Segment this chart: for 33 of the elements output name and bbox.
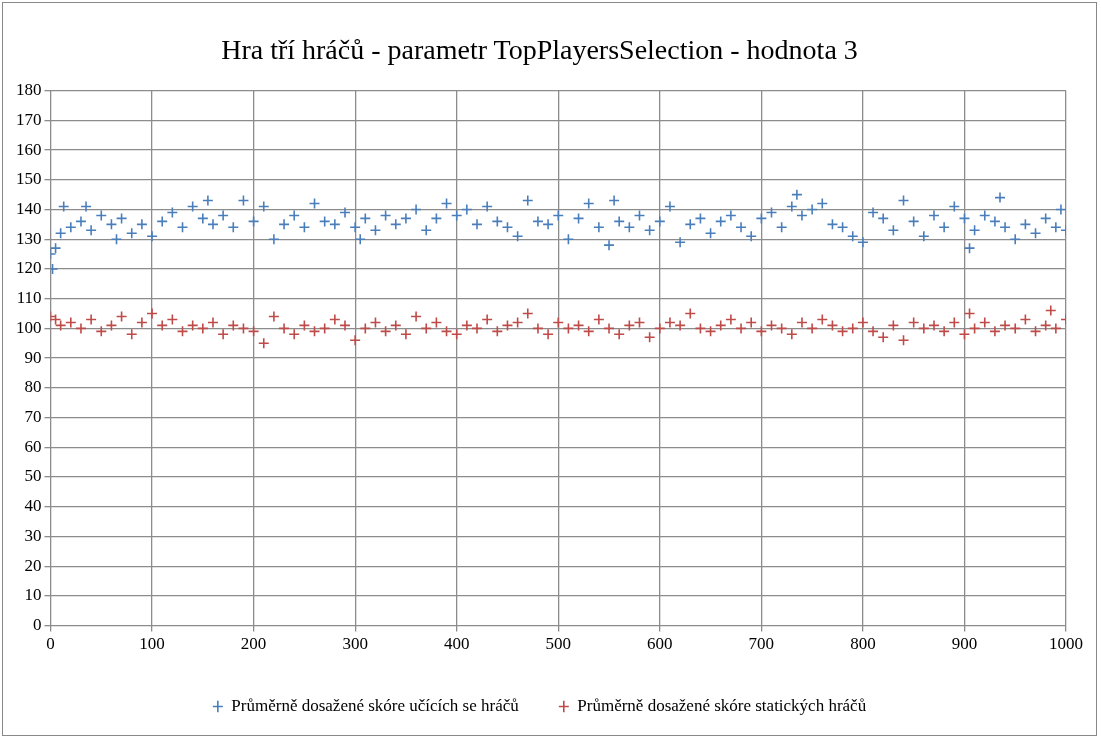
y-tick-label: 150 <box>16 169 42 189</box>
y-tick-label: 30 <box>24 525 42 545</box>
y-tick-label: 110 <box>16 288 42 308</box>
y-tick-label: 50 <box>24 466 42 486</box>
y-tick-label: 60 <box>24 436 42 456</box>
y-tick-label: 20 <box>24 555 42 575</box>
x-tick-label: 1000 <box>1049 634 1083 654</box>
x-tick-label: 100 <box>139 634 165 654</box>
x-tick-label: 500 <box>545 634 571 654</box>
x-tick-label: 700 <box>748 634 775 654</box>
y-tick-label: 120 <box>16 258 42 278</box>
y-tick-label: 160 <box>16 139 42 159</box>
y-tick-label: 70 <box>24 407 42 427</box>
legend-label: Průměrně dosažené skóre statických hráčů <box>577 695 867 715</box>
x-tick-label: 800 <box>850 634 876 654</box>
y-tick-label: 40 <box>24 496 42 516</box>
y-tick-label: 170 <box>16 109 42 129</box>
y-tick-label: 140 <box>16 198 42 218</box>
y-tick-label: 0 <box>33 615 42 635</box>
x-tick-label: 300 <box>342 634 368 654</box>
y-tick-label: 130 <box>16 228 42 248</box>
x-tick-label: 900 <box>951 634 978 654</box>
y-tick-label: 180 <box>16 80 42 100</box>
x-tick-label: 600 <box>647 634 673 654</box>
legend-label: Průměrně dosažené skóre učících se hráčů <box>231 695 520 715</box>
y-tick-label: 10 <box>24 585 42 605</box>
x-tick-label: 0 <box>46 634 55 654</box>
x-tick-label: 200 <box>240 634 267 654</box>
y-tick-label: 100 <box>16 317 42 337</box>
y-tick-label: 80 <box>24 377 42 397</box>
x-tick-label: 400 <box>443 634 470 654</box>
y-tick-label: 90 <box>24 347 42 367</box>
chart-title: Hra tří hráčů - parametr TopPlayersSelection - hodnota 3 <box>221 34 858 66</box>
